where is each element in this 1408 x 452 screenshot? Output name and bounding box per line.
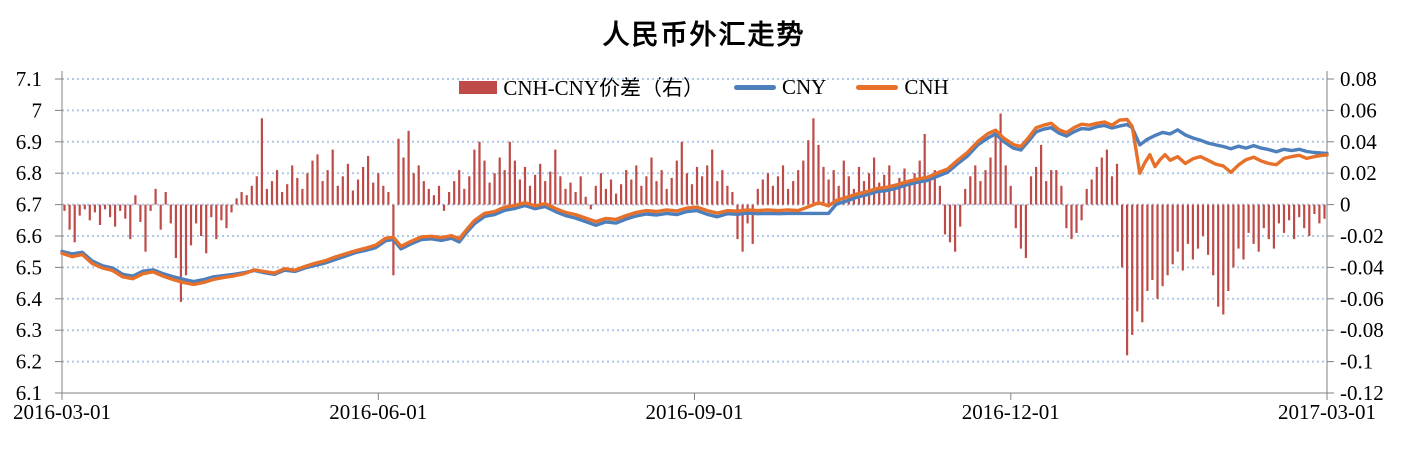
x-tick-label: 2017-03-01 [1278,400,1376,424]
y-right-tick-label: 0.06 [1340,98,1377,122]
y-left-tick-label: 6.7 [16,193,42,217]
y-right-tick-label: -0.1 [1340,350,1373,374]
y-right-tick-label: 0.02 [1340,161,1377,185]
axes [55,71,1334,400]
y-left-tick-label: 6.3 [16,318,42,342]
y-right-tick-label: -0.12 [1340,381,1384,405]
x-tick-label: 2016-09-01 [646,400,744,424]
x-tick-label: 2016-03-01 [13,400,111,424]
y-left-tick-label: 6.9 [16,130,42,154]
y-right-tick-label: 0.04 [1340,130,1377,154]
legend-label-cnh: CNH [904,74,949,99]
y-left-tick-label: 6.8 [16,161,42,185]
y-left-tick-label: 6.6 [16,224,42,248]
y-left-tick-label: 7 [32,98,43,122]
axis-labels: 7.1 7 6.9 6.8 6.7 6.6 6.5 6.4 6.3 6.2 6.1 0.08 0.06 0… [13,67,1384,424]
x-tick-label: 2016-12-01 [962,400,1060,424]
y-right-tick-label: -0.06 [1340,287,1384,311]
x-tick-label: 2016-06-01 [329,400,427,424]
y-right-tick-label: -0.08 [1340,318,1384,342]
y-right-tick-label: 0 [1340,193,1351,217]
y-right-tick-label: -0.04 [1340,255,1384,279]
cnh-line [60,117,1329,287]
chart-title: 人民币外汇走势 [602,20,806,50]
cny-line-swatch-icon [733,84,776,90]
y-right-tick-label: 0.08 [1340,67,1377,91]
spread-bar-swatch-icon [459,80,498,94]
y-left-tick-label: 6.2 [16,350,42,374]
y-left-tick-label: 6.1 [16,381,42,405]
y-right-tick-label: -0.02 [1340,224,1384,248]
y-left-tick-label: 6.4 [16,287,43,311]
y-left-tick-label: 6.5 [16,255,42,279]
cnh-line-swatch-icon [856,84,899,90]
legend-item-cnh: CNH [856,74,949,100]
y-left-tick-label: 7.1 [16,67,42,91]
